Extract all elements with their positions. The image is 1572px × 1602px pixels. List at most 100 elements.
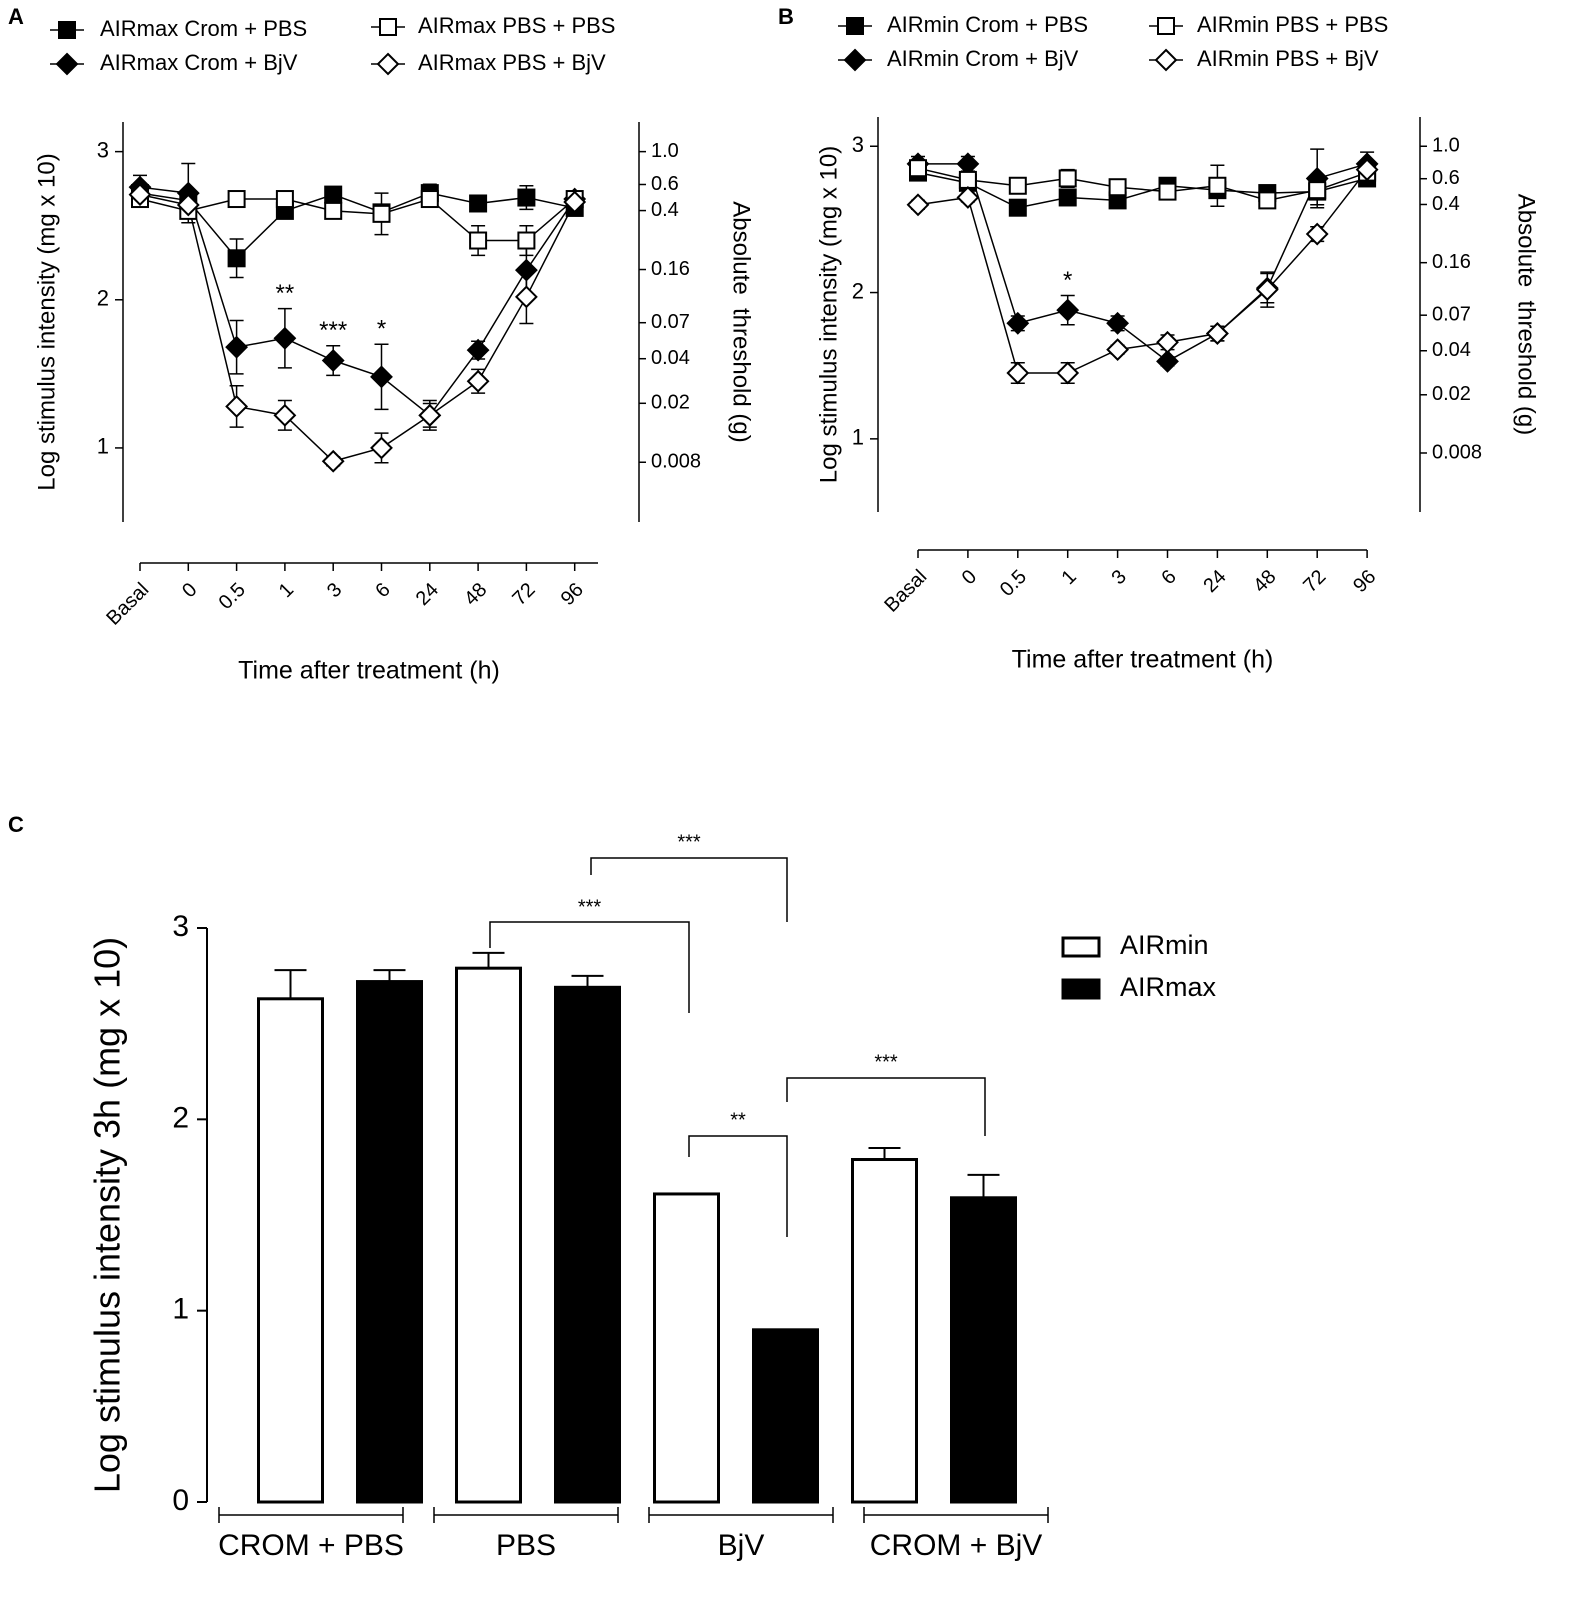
bar <box>950 1196 1017 1504</box>
legend-marker <box>1154 48 1178 72</box>
legend-label: AIRmax PBS + PBS <box>418 13 615 38</box>
y-tick-label: 3 <box>97 137 109 162</box>
data-point <box>227 190 246 209</box>
data-point <box>1106 338 1130 362</box>
data-point <box>273 403 297 427</box>
legend-swatch <box>1061 936 1101 958</box>
x-tick-label: 48 <box>1249 566 1280 597</box>
data-point <box>324 201 343 220</box>
x-tick-label: 1 <box>1058 566 1081 589</box>
error-bar <box>868 1147 901 1160</box>
y-tick-label: 3 <box>172 910 189 943</box>
data-point <box>128 183 152 207</box>
bar <box>851 1158 918 1504</box>
legend-label: AIRmin <box>1120 930 1209 960</box>
series-line <box>917 167 1368 202</box>
y2-tick-label: 0.02 <box>1432 383 1471 405</box>
y2-tick-label: 0.6 <box>651 173 679 195</box>
y2-tick-label: 0.16 <box>651 258 690 280</box>
x-tick-label: 3 <box>1107 566 1130 589</box>
data-point <box>370 365 393 389</box>
legend-marker <box>843 48 867 72</box>
data-point <box>225 395 249 418</box>
significance-label: *** <box>319 317 347 344</box>
y-axis-title: Log stimulus intensity (mg x 10) <box>33 153 60 490</box>
series-line <box>139 186 576 417</box>
y-tick-label: 1 <box>172 1293 189 1326</box>
data-point <box>1106 311 1130 335</box>
x-tick-label: 0 <box>178 579 201 602</box>
data-point <box>469 231 488 250</box>
series-line <box>139 192 575 260</box>
x-tick-label: 24 <box>1199 566 1230 597</box>
x-tick-label: PBS <box>496 1529 556 1562</box>
x-tick-label: CROM + BjV <box>870 1529 1043 1562</box>
y-tick-label: 1 <box>97 434 109 459</box>
y2-tick-label: 0.07 <box>651 311 690 333</box>
data-point <box>1255 278 1279 302</box>
x-tick-label: 96 <box>557 579 588 610</box>
legend-label: AIRmax Crom + PBS <box>100 16 307 41</box>
error-bar <box>967 1173 1000 1198</box>
data-point <box>321 449 345 473</box>
legend-marker <box>58 21 76 39</box>
data-point <box>370 436 393 460</box>
data-point <box>1008 176 1027 195</box>
legend-label: AIRmax Crom + BjV <box>100 50 298 75</box>
x-tick-label: 6 <box>371 579 394 602</box>
panel-letter: B <box>778 4 794 29</box>
y2-axis-title: Absolute threshold (g) <box>728 201 755 442</box>
data-point <box>466 369 490 393</box>
y2-tick-label: 1.0 <box>1432 135 1460 157</box>
significance-bracket <box>489 921 690 1013</box>
error-bar <box>472 951 505 969</box>
data-point <box>563 190 587 214</box>
data-point <box>1258 191 1277 210</box>
legend-marker <box>1157 17 1175 35</box>
significance-label: *** <box>874 1051 898 1073</box>
data-point <box>1205 322 1229 345</box>
legend-label: AIRmin Crom + BjV <box>887 46 1079 71</box>
y-axis-title: Log stimulus intensity 3h (mg x 10) <box>87 937 128 1493</box>
bar <box>257 997 324 1504</box>
data-point <box>909 159 927 178</box>
significance-label: *** <box>578 896 602 918</box>
y2-tick-label: 0.008 <box>1432 441 1482 463</box>
bar <box>356 980 423 1504</box>
data-point <box>1305 222 1329 246</box>
significance-bracket <box>688 1135 788 1237</box>
bar <box>653 1192 720 1504</box>
significance-label: * <box>377 316 386 343</box>
data-point <box>958 170 977 189</box>
legend-marker <box>376 52 400 76</box>
data-point <box>466 338 490 362</box>
y2-tick-label: 0.4 <box>1432 193 1460 215</box>
x-tick-label: 96 <box>1349 566 1380 597</box>
data-point <box>517 231 536 250</box>
group-bracket <box>863 1507 1049 1523</box>
series-line <box>139 198 576 242</box>
bar <box>554 985 621 1504</box>
data-point <box>1058 169 1077 188</box>
x-tick-label: 72 <box>1299 566 1330 597</box>
y-tick-label: 1 <box>852 425 864 450</box>
y2-tick-label: 1.0 <box>651 140 679 162</box>
y-tick-label: 2 <box>852 278 864 303</box>
data-point <box>1008 198 1027 217</box>
y-tick-label: 2 <box>172 1101 189 1134</box>
data-point <box>321 349 345 372</box>
y-tick-label: 2 <box>97 286 109 311</box>
x-axis-title: Time after treatment (h) <box>238 657 500 685</box>
legend-label: AIRmin PBS + PBS <box>1197 12 1388 37</box>
y-tick-label: 3 <box>852 132 864 157</box>
series-line <box>917 169 1368 374</box>
group-bracket <box>433 1507 619 1523</box>
y-axis-title: Log stimulus intensity (mg x 10) <box>815 146 842 483</box>
legend-marker <box>55 52 79 76</box>
legend-swatch <box>1061 978 1101 1000</box>
data-point <box>227 249 246 268</box>
significance-bracket <box>590 857 788 922</box>
series-line <box>139 193 576 463</box>
y2-axis-title: Absolute threshold (g) <box>1513 194 1540 435</box>
